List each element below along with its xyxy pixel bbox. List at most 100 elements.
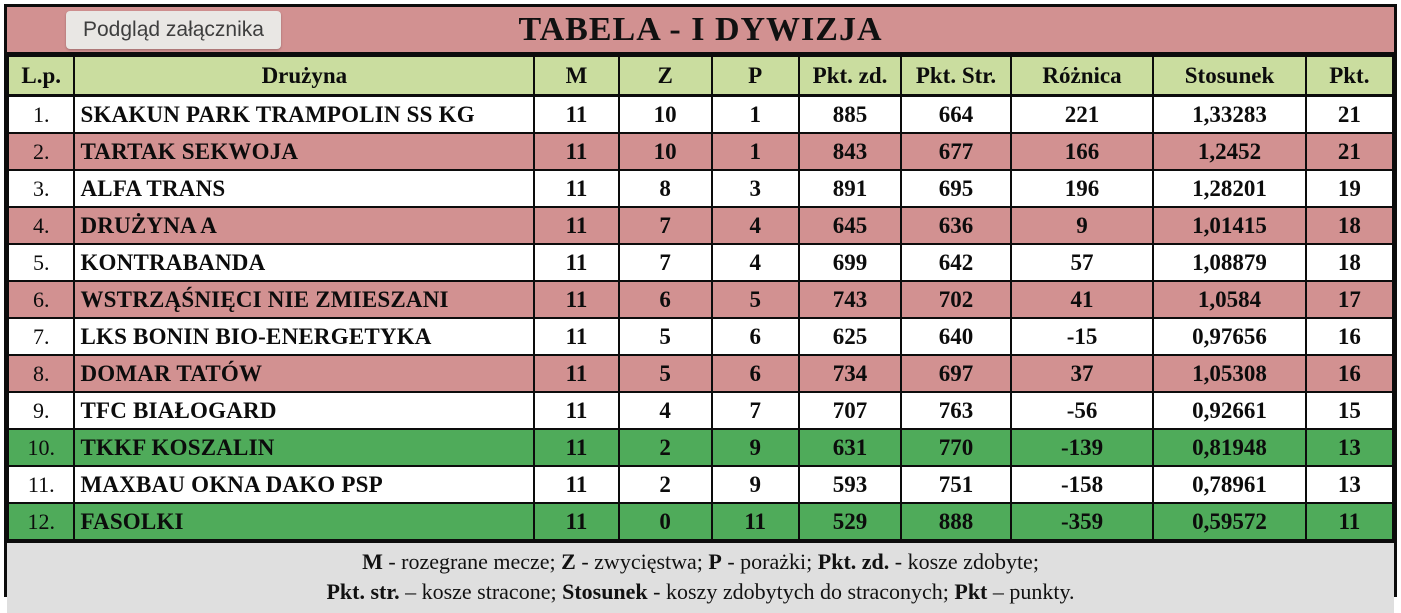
points-lost-cell: 751 (901, 466, 1010, 503)
losses-cell: 4 (712, 207, 799, 244)
matches-cell: 11 (534, 96, 618, 134)
legend-segment: Stosunek (562, 579, 648, 604)
legend-segment: M (362, 549, 383, 574)
wins-cell: 2 (619, 429, 712, 466)
losses-cell: 7 (712, 392, 799, 429)
team-cell: FASOLKI (74, 503, 534, 540)
team-cell: SKAKUN PARK TRAMPOLIN SS KG (74, 96, 534, 134)
wins-cell: 0 (619, 503, 712, 540)
rank-cell: 10. (8, 429, 74, 466)
losses-cell: 9 (712, 466, 799, 503)
difference-cell: -56 (1011, 392, 1154, 429)
difference-cell: 37 (1011, 355, 1154, 392)
points-scored-cell: 843 (799, 133, 901, 170)
rank-cell: 7. (8, 318, 74, 355)
matches-cell: 11 (534, 392, 618, 429)
matches-cell: 11 (534, 429, 618, 466)
ratio-cell: 0,78961 (1153, 466, 1305, 503)
points-lost-cell: 664 (901, 96, 1010, 134)
points-cell: 19 (1306, 170, 1393, 207)
points-lost-cell: 763 (901, 392, 1010, 429)
team-cell: TKKF KOSZALIN (74, 429, 534, 466)
team-cell: TFC BIAŁOGARD (74, 392, 534, 429)
table-header-row: L.p. Drużyna M Z P Pkt. zd. Pkt. Str. Ró… (8, 56, 1393, 96)
column-header-points: Pkt. (1306, 56, 1393, 96)
legend-segment: - zwycięstwa; (576, 549, 709, 574)
ratio-cell: 0,92661 (1153, 392, 1305, 429)
points-scored-cell: 699 (799, 244, 901, 281)
rank-cell: 11. (8, 466, 74, 503)
points-cell: 13 (1306, 429, 1393, 466)
points-lost-cell: 695 (901, 170, 1010, 207)
standings-table: L.p. Drużyna M Z P Pkt. zd. Pkt. Str. Ró… (7, 55, 1394, 541)
rank-cell: 5. (8, 244, 74, 281)
team-cell: DOMAR TATÓW (74, 355, 534, 392)
points-cell: 16 (1306, 355, 1393, 392)
wins-cell: 7 (619, 244, 712, 281)
points-cell: 15 (1306, 392, 1393, 429)
column-header-ratio: Stosunek (1153, 56, 1305, 96)
losses-cell: 9 (712, 429, 799, 466)
column-header-points-scored: Pkt. zd. (799, 56, 901, 96)
points-lost-cell: 770 (901, 429, 1010, 466)
points-scored-cell: 734 (799, 355, 901, 392)
difference-cell: -15 (1011, 318, 1154, 355)
points-scored-cell: 631 (799, 429, 901, 466)
difference-cell: 166 (1011, 133, 1154, 170)
ratio-cell: 1,33283 (1153, 96, 1305, 134)
team-cell: LKS BONIN BIO-ENERGETYKA (74, 318, 534, 355)
losses-cell: 1 (712, 96, 799, 134)
rank-cell: 3. (8, 170, 74, 207)
legend-segment: Pkt. zd. (818, 549, 890, 574)
ratio-cell: 1,28201 (1153, 170, 1305, 207)
losses-cell: 4 (712, 244, 799, 281)
points-scored-cell: 645 (799, 207, 901, 244)
team-cell: KONTRABANDA (74, 244, 534, 281)
points-lost-cell: 702 (901, 281, 1010, 318)
legend-line-2: Pkt. str. – kosze stracone; Stosunek - k… (7, 577, 1394, 607)
points-scored-cell: 625 (799, 318, 901, 355)
losses-cell: 11 (712, 503, 799, 540)
column-header-difference: Różnica (1011, 56, 1154, 96)
wins-cell: 10 (619, 96, 712, 134)
difference-cell: -139 (1011, 429, 1154, 466)
points-lost-cell: 642 (901, 244, 1010, 281)
points-cell: 21 (1306, 133, 1393, 170)
losses-cell: 1 (712, 133, 799, 170)
wins-cell: 5 (619, 355, 712, 392)
column-header-matches: M (534, 56, 618, 96)
column-header-rank: L.p. (8, 56, 74, 96)
matches-cell: 11 (534, 244, 618, 281)
legend-segment: Z (561, 549, 576, 574)
points-lost-cell: 636 (901, 207, 1010, 244)
points-cell: 18 (1306, 207, 1393, 244)
column-header-losses: P (712, 56, 799, 96)
column-header-wins: Z (619, 56, 712, 96)
matches-cell: 11 (534, 207, 618, 244)
legend-segment: P (708, 549, 721, 574)
difference-cell: -359 (1011, 503, 1154, 540)
matches-cell: 11 (534, 170, 618, 207)
legend-segment: – kosze stracone; (400, 579, 563, 604)
points-cell: 11 (1306, 503, 1393, 540)
ratio-cell: 1,0584 (1153, 281, 1305, 318)
wins-cell: 5 (619, 318, 712, 355)
points-scored-cell: 529 (799, 503, 901, 540)
legend-footer: M - rozegrane mecze; Z - zwycięstwa; P -… (7, 541, 1394, 613)
ratio-cell: 1,2452 (1153, 133, 1305, 170)
ratio-cell: 1,01415 (1153, 207, 1305, 244)
losses-cell: 5 (712, 281, 799, 318)
wins-cell: 10 (619, 133, 712, 170)
points-scored-cell: 743 (799, 281, 901, 318)
points-cell: 18 (1306, 244, 1393, 281)
legend-segment: - kosze zdobyte; (889, 549, 1039, 574)
difference-cell: 9 (1011, 207, 1154, 244)
